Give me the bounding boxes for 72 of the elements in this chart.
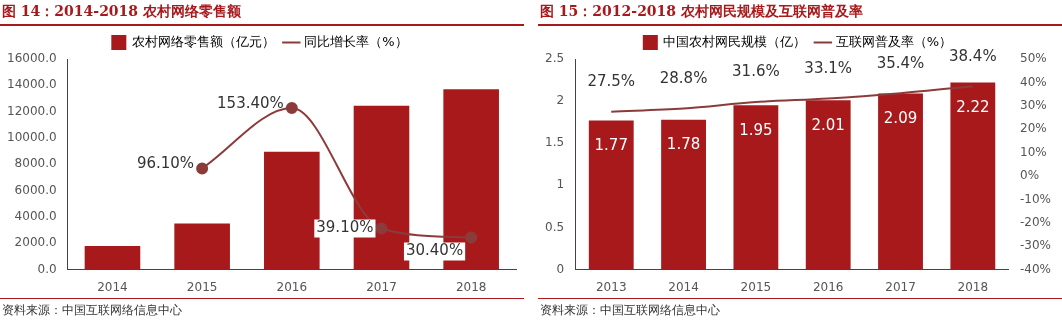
chart-title: 图 15：2012-2018 农村网民规模及互联网普及率 <box>538 0 1062 26</box>
legend-label: 同比增长率（%） <box>304 33 408 49</box>
point <box>465 231 478 244</box>
x-tick-label: 2015 <box>186 279 218 294</box>
point <box>196 162 209 175</box>
data-label: 31.6% <box>732 62 780 81</box>
data-label: 33.1% <box>804 58 853 77</box>
y2-tick-label: 50% <box>1020 51 1047 66</box>
y-tick-label: 0.5 <box>544 219 565 234</box>
bar <box>174 223 230 270</box>
x-tick-label: 2014 <box>97 279 128 294</box>
x-tick-label: 2014 <box>668 279 699 294</box>
x-tick-label: 2017 <box>366 279 397 294</box>
data-label: 1.77 <box>594 135 628 154</box>
bar <box>733 105 779 270</box>
y-tick-label: 10000.0 <box>7 130 57 145</box>
text: 资料来源：中国互联网络信息中心 <box>538 298 1062 322</box>
legend-label: 农村网络零售额（亿元） <box>131 33 275 49</box>
y2-tick-label: 40% <box>1020 74 1047 89</box>
data-label: 96.10% <box>136 154 195 173</box>
y2-tick-label: -40% <box>1020 261 1052 276</box>
legend-label: 中国农村网民规模（亿） <box>663 33 807 49</box>
legend-label: 互联网普及率（%） <box>835 33 953 49</box>
y-tick-label: 8000.0 <box>14 156 57 171</box>
y-tick-label: 4000.0 <box>14 209 57 224</box>
x-tick-label: 2016 <box>812 279 844 294</box>
bar <box>878 93 923 270</box>
bar <box>661 119 706 270</box>
y-tick-label: 12000.0 <box>7 103 57 118</box>
bar <box>84 245 141 270</box>
text: 资料来源：中国互联网络信息中心 <box>0 298 524 322</box>
chart-title: 图 14：2014-2018 农村网络零售额 <box>0 0 524 26</box>
y2-tick-label: 30% <box>1020 97 1047 112</box>
data-label: 38.4% <box>949 46 997 65</box>
y-tick-label: 2000.0 <box>14 235 57 250</box>
data-label: 2.22 <box>956 97 990 116</box>
y2-tick-label: -20% <box>1020 214 1052 229</box>
x-tick-label: 2016 <box>276 279 308 294</box>
data-label: 27.5% <box>587 72 636 91</box>
y2-tick-label: 20% <box>1020 121 1047 136</box>
data-label: 39.10% <box>316 218 374 237</box>
data-label: 2.01 <box>811 115 845 134</box>
point <box>375 222 388 235</box>
y-tick-label: 2.5 <box>544 51 565 66</box>
x-tick-label: 2013 <box>595 279 627 294</box>
data-label: 1.95 <box>739 120 773 139</box>
y-tick-label: 1.5 <box>544 135 565 150</box>
x-tick-label: 2015 <box>740 279 772 294</box>
x-tick-label: 2017 <box>885 279 916 294</box>
x-tick-label: 2018 <box>957 279 989 294</box>
y-tick-label: 14000.0 <box>7 77 57 92</box>
bar <box>588 120 634 270</box>
y2-tick-label: -30% <box>1020 238 1052 253</box>
y-tick-label: 1 <box>556 177 565 192</box>
data-label: 35.4% <box>876 53 925 72</box>
data-label: 2.09 <box>883 108 918 127</box>
y2-tick-label: 10% <box>1020 144 1047 159</box>
y-tick-label: 0.0 <box>37 261 57 276</box>
data-label: 28.8% <box>659 69 708 87</box>
y-tick-label: 0 <box>556 261 565 276</box>
data-label: 153.40% <box>217 93 284 112</box>
y-tick-label: 6000.0 <box>14 182 57 197</box>
bar <box>805 100 851 270</box>
y2-tick-label: -10% <box>1020 191 1052 206</box>
point <box>285 102 298 115</box>
data-label: 1.78 <box>666 135 701 154</box>
y2-tick-label: 0% <box>1020 168 1040 183</box>
y-tick-label: 2 <box>556 93 565 108</box>
bar <box>950 82 996 270</box>
x-tick-label: 2018 <box>455 279 487 294</box>
y-tick-label: 16000.0 <box>7 51 57 66</box>
data-label: 30.40% <box>405 241 464 260</box>
